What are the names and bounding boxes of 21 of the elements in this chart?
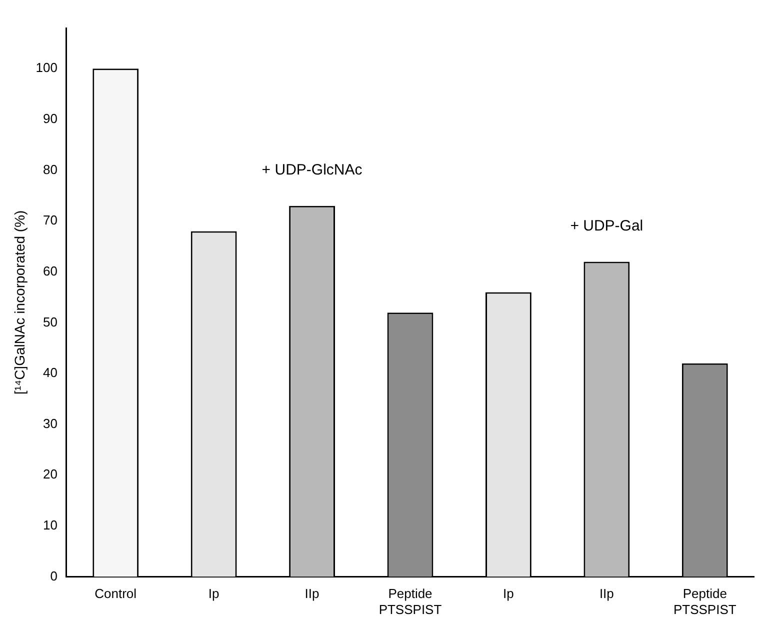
y-tick-label: 100 xyxy=(36,60,58,76)
x-tick-label: Peptide PTSSPIST xyxy=(673,586,736,617)
annotation: + UDP-GlcNAc xyxy=(262,161,363,178)
annotation: + UDP-Gal xyxy=(570,217,644,234)
y-tick-label: 60 xyxy=(43,263,58,278)
x-tick-label: Ip xyxy=(503,586,514,602)
x-tick-label: Peptide PTSSPIST xyxy=(378,586,442,617)
x-tick-label: IIp xyxy=(304,586,320,602)
y-tick-label: 40 xyxy=(43,365,58,380)
y-tick-label: 80 xyxy=(43,162,58,177)
x-tick-label: Ip xyxy=(208,586,220,602)
y-tick-label: 30 xyxy=(43,416,58,431)
y-tick-label: 50 xyxy=(43,314,58,330)
y-tick-label: 20 xyxy=(43,466,58,482)
y-tick-label: 10 xyxy=(43,518,58,533)
y-tick-label: 70 xyxy=(43,212,58,228)
y-axis-title: [¹⁴C]GalNAc incorporated (%) xyxy=(11,210,28,394)
y-tick-label: 0 xyxy=(50,568,58,584)
y-tick-label: 90 xyxy=(43,111,58,126)
x-tick-label: IIp xyxy=(599,586,614,602)
x-tick-label: Control xyxy=(94,586,137,602)
